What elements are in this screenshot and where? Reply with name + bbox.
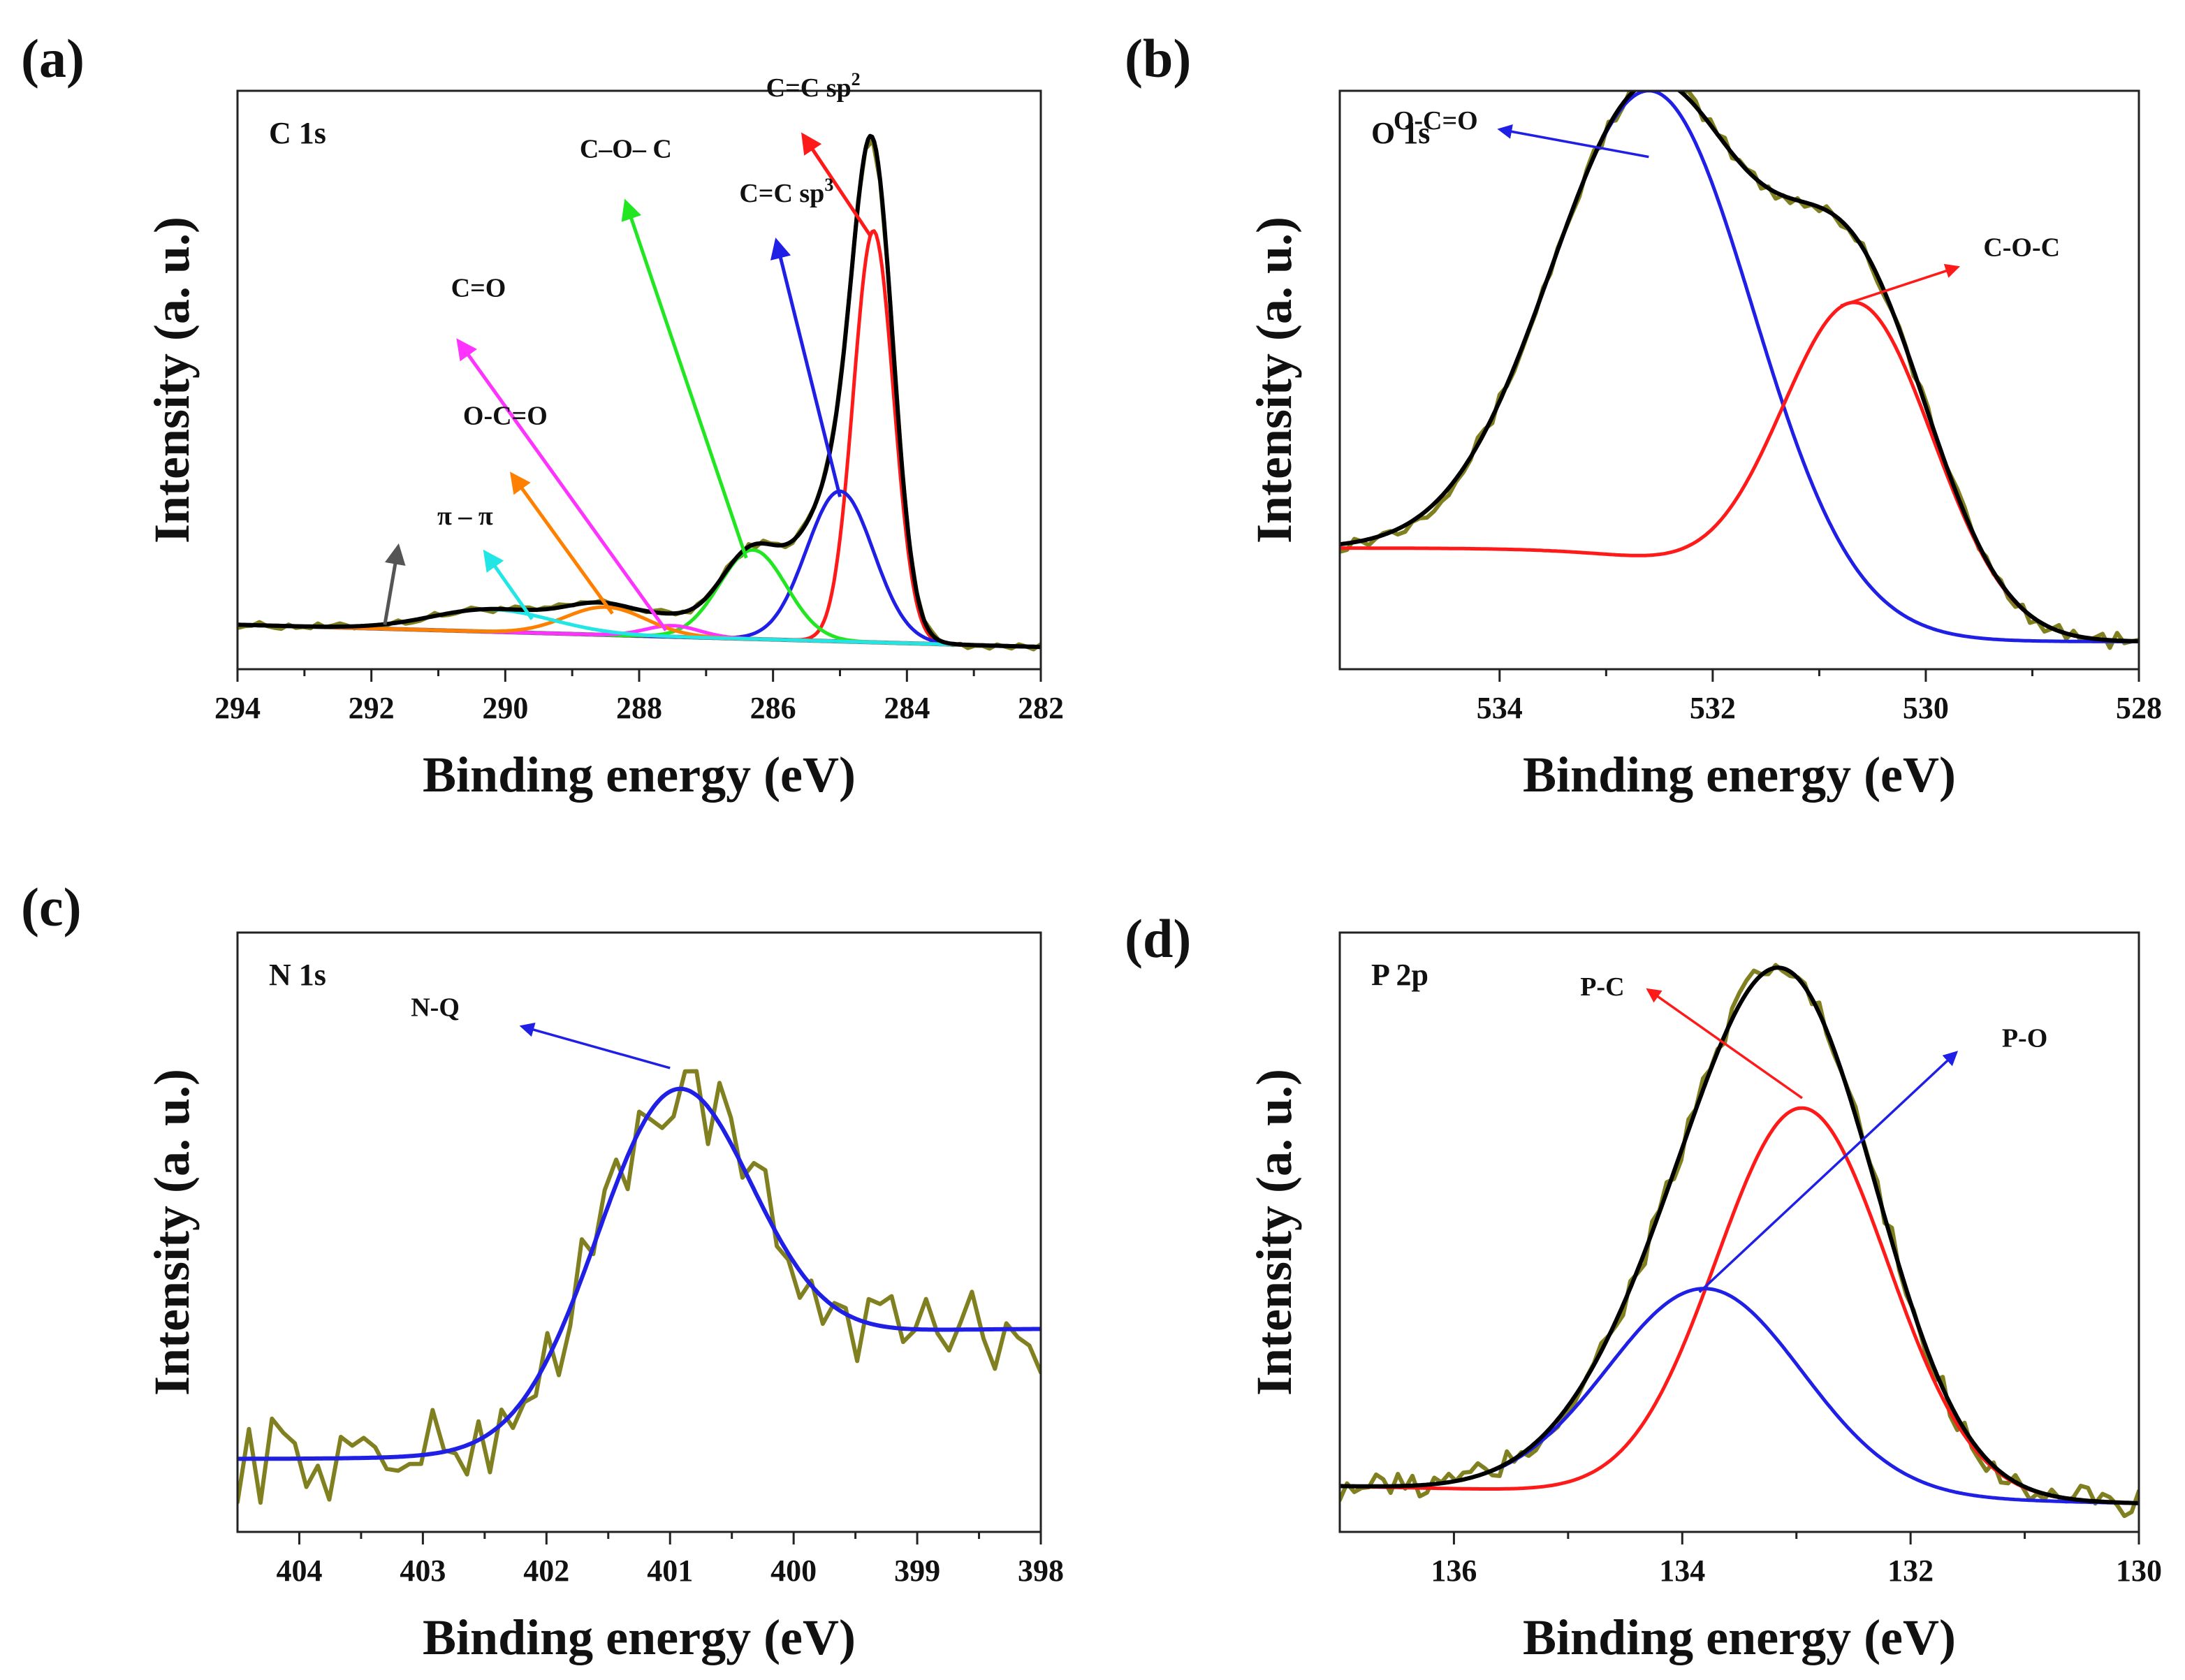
spectrum-title-a: C 1s [269,116,326,150]
x-tick-label-d: 130 [2116,1554,2162,1588]
envelope-c [238,1086,1041,1461]
x-tick-label-c: 403 [400,1554,446,1588]
panel-label-b: (b) [1125,28,1191,89]
plot-area-a [238,133,1041,652]
envelope-d [1340,965,2139,1505]
peak-label-b: C-O-C [1983,233,2060,263]
peak-o-c-o [1340,91,2139,643]
envelope-b [1340,91,2139,643]
x-tick-label-c: 400 [770,1554,817,1588]
plot-frame-a [236,89,1042,671]
x-tick-label-c: 399 [894,1554,940,1588]
peak-label-a: π – π [437,502,493,531]
annotation-arrow-a [509,472,614,615]
spectrum-title-d: P 2p [1371,958,1428,992]
peak-label-a: O-C=O [463,402,548,431]
plot-frame-c [236,931,1042,1533]
peak-label-b: O-C=O [1394,106,1478,136]
x-tick-label-a: 290 [482,691,528,725]
x-tick-label-a: 286 [750,691,796,725]
x-tick-label-c: 404 [276,1554,322,1588]
x-axis-title-d: Binding energy (eV) [1523,1609,1956,1665]
plot-frame-b [1338,89,2140,671]
x-tick-label-c: 402 [523,1554,569,1588]
x-tick-label-d: 132 [1887,1554,1934,1588]
x-axis-title-a: Binding energy (eV) [423,747,856,803]
peak-label-a: C=C sp2 [766,69,861,103]
annotation-arrow-a [770,238,842,497]
peak-label-d: P-C [1580,972,1624,1002]
annotation-arrow-b [1840,263,1961,307]
x-tick-label-a: 288 [616,691,662,725]
x-tick-label-d: 134 [1659,1554,1705,1588]
x-tick-label-a: 292 [349,691,395,725]
x-tick-label-b: 534 [1477,691,1523,725]
annotation-arrow-a [801,132,872,237]
annotation-arrow-c [519,1022,671,1069]
peak-label-d: P-O [2002,1023,2047,1053]
peak-label-a: C–O– C [580,135,672,164]
annotation-arrow-a [383,543,406,625]
raw-data-c [238,1069,1041,1505]
x-tick-label-c: 398 [1018,1554,1064,1588]
plot-area-c [238,1069,1041,1505]
peak-label-a: C=O [451,274,506,303]
peak-c-c-sp2 [238,229,1041,649]
annotation-arrow-a [483,549,534,620]
peak-label-a: C=C sp3 [739,175,833,208]
x-tick-label-d: 136 [1431,1554,1477,1588]
peak-p-c [1340,1106,2139,1505]
envelope-a [238,133,1041,650]
y-axis-title-b: Intensity (a. u.) [1246,217,1302,543]
y-axis-title-d: Intensity (a. u.) [1246,1069,1302,1396]
x-tick-label-a: 282 [1018,691,1064,725]
x-tick-label-b: 528 [2116,691,2162,725]
y-axis-title-c: Intensity (a. u.) [144,1069,200,1396]
panel-label-d: (d) [1125,908,1191,969]
annotation-arrow-d [1646,988,1803,1100]
x-tick-label-b: 530 [1903,691,1949,725]
annotation-arrow-a [456,338,668,631]
panel-label-c: (c) [21,877,82,937]
plot-area-b [1340,91,2139,650]
spectrum-title-b: O 1s [1371,116,1430,150]
annotation-arrow-b [1497,124,1649,159]
peak-c-c-sp3 [238,489,1041,649]
x-tick-label-a: 294 [214,691,261,725]
panel-b: (b) O 1s 534 532 530 528 Binding energy (eV) In… [1125,28,2162,803]
x-tick-label-a: 284 [884,691,930,725]
raw-data-d [1340,963,2139,1519]
plot-frame-d [1338,931,2140,1533]
peak-p-o [1340,1287,2139,1505]
panel-a: (a) C 1s 294 292 290 288 286 284 282 Binding ener… [21,28,1064,803]
x-tick-label-b: 532 [1690,691,1736,725]
peak-label-c: N-Q [411,993,460,1022]
x-tick-label-c: 401 [647,1554,693,1588]
raw-data-a [238,138,1041,652]
annotation-arrow-d [1698,1051,1959,1294]
plot-area-d [1340,963,2139,1519]
x-axis-title-b: Binding energy (eV) [1523,747,1956,803]
y-axis-title-a: Intensity (a. u.) [144,217,200,543]
panel-d: (d) P 2p 136 134 132 130 Binding energy (eV) In… [1125,908,2162,1665]
annotation-arrow-a [621,198,748,559]
x-axis-title-c: Binding energy (eV) [423,1609,856,1665]
panel-c: (c) N 1s 404 403 402 401 400 399 398 Binding ener… [21,877,1064,1665]
spectrum-title-c: N 1s [269,958,326,992]
panel-label-a: (a) [21,28,85,89]
